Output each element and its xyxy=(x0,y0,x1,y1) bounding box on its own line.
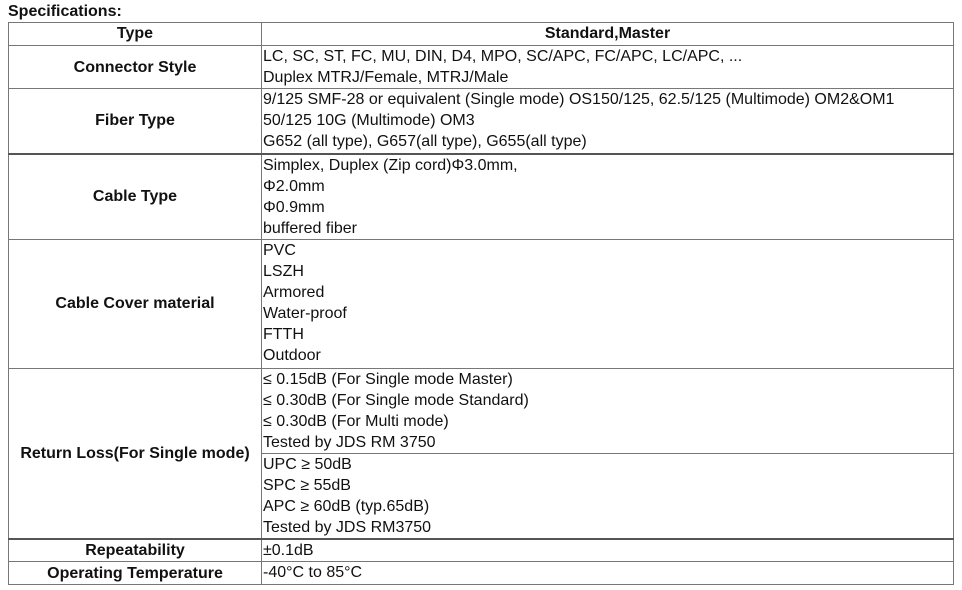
row-label: Cable Type xyxy=(8,152,262,240)
row-value: PVC LSZH Armored Water-proof FTTH Outdoor xyxy=(261,238,954,369)
value-line: Φ2.0mm xyxy=(263,177,325,195)
value-line: Outdoor xyxy=(263,346,321,364)
header-type: Type xyxy=(8,22,262,46)
value-line: buffered fiber xyxy=(263,219,357,237)
value-line: ±0.1dB xyxy=(263,541,314,559)
row-label: Repeatability xyxy=(8,537,262,562)
value-line: FTTH xyxy=(263,325,304,343)
value-line: Φ0.9mm xyxy=(263,198,325,216)
row-value: LC, SC, ST, FC, MU, DIN, D4, MPO, SC/APC… xyxy=(261,45,954,89)
specifications-table: Type Standard,Master Connector Style LC,… xyxy=(8,22,954,585)
table-row: Cable Type Simplex, Duplex (Zip cord)Φ3.… xyxy=(8,152,954,240)
value-line: Tested by JDS RM 3750 xyxy=(263,433,436,451)
row-label: Connector Style xyxy=(8,45,262,89)
row-label: Operating Temperature xyxy=(8,561,262,585)
table-row: Repeatability ±0.1dB xyxy=(8,537,954,562)
row-value: ≤ 0.15dB (For Single mode Master) ≤ 0.30d… xyxy=(261,367,954,454)
value-line: Duplex MTRJ/Female, MTRJ/Male xyxy=(263,69,509,86)
value-line: Tested by JDS RM3750 xyxy=(263,518,432,536)
value-line: 9/125 SMF-28 or equivalent (Single mode)… xyxy=(263,91,895,108)
value-line: LSZH xyxy=(263,262,304,280)
value-line: PVC xyxy=(263,241,296,259)
value-line: Water-proof xyxy=(263,304,347,322)
row-label: Cable Cover material xyxy=(8,238,262,369)
value-line: ≤ 0.15dB (For Single mode Master) xyxy=(263,370,513,388)
value-line: ≤ 0.30dB (For Multi mode) xyxy=(263,412,449,430)
row-label: Fiber Type xyxy=(8,88,262,154)
value-line: G652 (all type), G657(all type), G655(al… xyxy=(263,133,587,150)
row-value: -40°C to 85°C xyxy=(261,561,954,585)
value-line: Simplex, Duplex (Zip cord)Φ3.0mm, xyxy=(263,156,518,174)
value-line: UPC ≥ 50dB xyxy=(263,455,352,473)
table-row: Connector Style LC, SC, ST, FC, MU, DIN,… xyxy=(8,45,954,89)
value-line: APC ≥ 60dB (typ.65dB) xyxy=(263,497,430,515)
row-value: 9/125 SMF-28 or equivalent (Single mode)… xyxy=(261,88,954,154)
header-value: Standard,Master xyxy=(261,22,954,46)
row-value: ±0.1dB xyxy=(261,537,954,562)
table-row: Cable Cover material PVC LSZH Armored Water… xyxy=(8,238,954,369)
value-line: ≤ 0.30dB (For Single mode Standard) xyxy=(263,391,529,409)
value-line: -40°C to 85°C xyxy=(263,564,363,581)
page-title: Specifications: xyxy=(8,3,122,20)
value-line: SPC ≥ 55dB xyxy=(263,476,351,494)
table-header: Type Standard,Master xyxy=(8,22,954,46)
row-label: Return Loss(For Single mode) xyxy=(8,367,262,539)
table-row: Operating Temperature -40°C to 85°C xyxy=(8,561,954,585)
value-line: LC, SC, ST, FC, MU, DIN, D4, MPO, SC/APC… xyxy=(263,48,743,65)
value-line: Armored xyxy=(263,283,325,301)
row-value-secondary: UPC ≥ 50dB SPC ≥ 55dB APC ≥ 60dB (typ.65dB… xyxy=(261,452,954,539)
table-row: UPC ≥ 50dB SPC ≥ 55dB APC ≥ 60dB (typ.65dB… xyxy=(9,452,954,539)
value-line: 50/125 10G (Multimode) OM3 xyxy=(263,112,475,129)
table-row: Fiber Type 9/125 SMF-28 or equivalent (S… xyxy=(8,88,954,154)
row-value: Simplex, Duplex (Zip cord)Φ3.0mm, Φ2.0mm Φ… xyxy=(261,152,954,240)
table-row: Return Loss(For Single mode) ≤ 0.15dB (F… xyxy=(8,367,954,539)
